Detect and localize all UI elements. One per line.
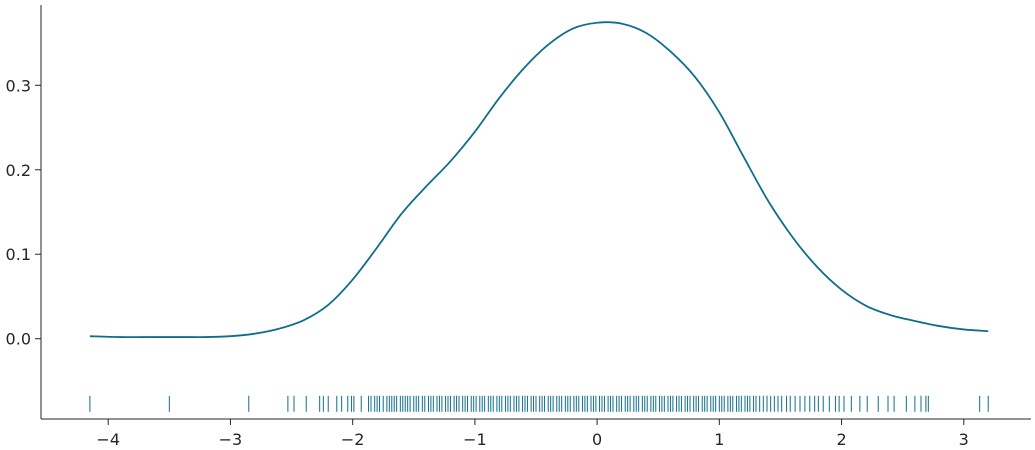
x-tick-label: 1 xyxy=(714,430,724,449)
x-tick-label: 3 xyxy=(959,430,969,449)
x-tick-label: −3 xyxy=(219,430,243,449)
y-tick-label: 0.1 xyxy=(6,245,31,264)
rug-marks xyxy=(89,395,989,412)
axes xyxy=(40,5,1031,420)
x-tick-label: −4 xyxy=(96,430,120,449)
x-tick-label: 2 xyxy=(836,430,846,449)
y-tick-label: 0.0 xyxy=(6,330,31,349)
y-tick-label: 0.2 xyxy=(6,161,31,180)
y-tick-label: 0.3 xyxy=(6,76,31,95)
x-tick-label: 0 xyxy=(592,430,602,449)
y-ticks: 0.0 0.1 0.2 0.3 xyxy=(6,76,41,349)
x-tick-label: −1 xyxy=(463,430,487,449)
x-tick-label: −2 xyxy=(341,430,365,449)
x-ticks: −4 −3 −2 −1 0 1 2 3 xyxy=(96,419,969,449)
density-curve xyxy=(89,21,989,339)
